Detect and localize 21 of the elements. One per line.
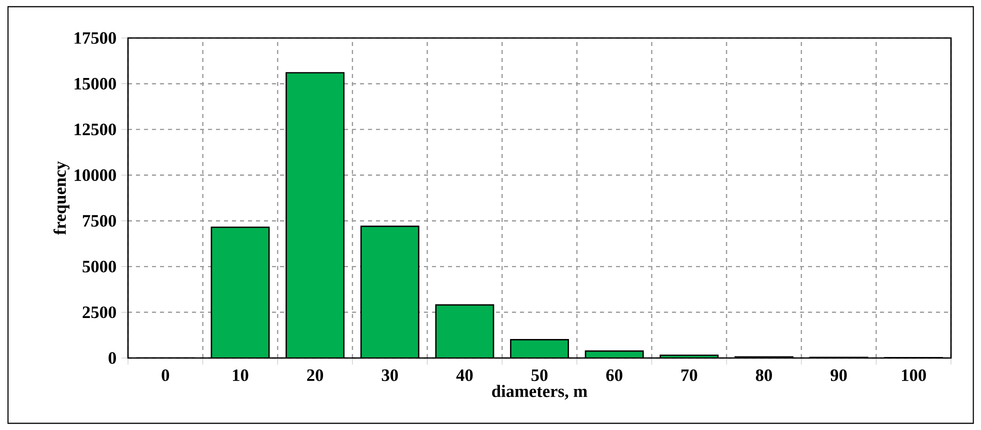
y-tick-label: 12500 (74, 124, 116, 136)
x-tick-label: 0 (162, 369, 170, 382)
y-tick-label: 15000 (74, 78, 116, 90)
y-tick-label: 5000 (82, 260, 116, 272)
x-tick-label: 90 (830, 369, 847, 382)
y-tick-label: 0 (108, 352, 116, 364)
x-tick-label: 80 (756, 369, 772, 382)
y-axis-title: frequency (54, 161, 70, 235)
x-tick-label: 40 (456, 369, 473, 382)
x-axis-title: diameters, m (492, 384, 588, 400)
x-tick-label: 60 (606, 369, 622, 382)
x-tick-label: 100 (902, 369, 926, 382)
y-tick-label: 2500 (82, 306, 116, 318)
y-tick-label: 17500 (74, 32, 116, 44)
y-tick-label: 7500 (82, 215, 116, 227)
x-tick-label: 50 (532, 369, 548, 382)
x-tick-label: 30 (382, 369, 398, 382)
x-tick-label: 20 (307, 369, 324, 382)
x-tick-label: 70 (681, 369, 698, 382)
x-tick-label: 10 (232, 369, 248, 382)
y-tick-label: 10000 (74, 169, 116, 181)
